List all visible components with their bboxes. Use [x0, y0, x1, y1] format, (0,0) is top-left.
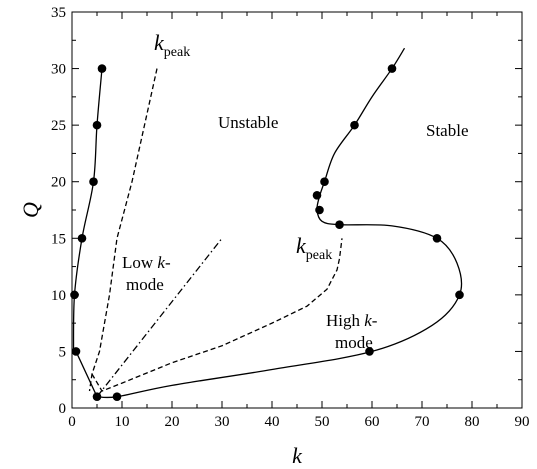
x-tick-label: 70 — [415, 414, 430, 430]
annotation-kpeak-lower: kpeak — [296, 233, 332, 263]
low-mode-word: Low — [122, 253, 157, 272]
y-tick-label: 20 — [51, 175, 66, 191]
y-tick-label: 15 — [51, 231, 66, 247]
low-mode-k: k — [157, 253, 165, 272]
x-tick-label: 40 — [265, 414, 280, 430]
data-point — [71, 347, 81, 356]
kpeak-lower-subscript: peak — [306, 248, 332, 263]
y-tick-label: 0 — [59, 401, 67, 417]
high-mode-k: k — [364, 311, 372, 330]
data-point — [97, 64, 107, 73]
y-tick-label: 5 — [59, 344, 67, 360]
data-point — [70, 290, 79, 300]
data-point — [312, 190, 322, 200]
x-tick-label: 90 — [515, 414, 530, 430]
x-tick-label: 0 — [68, 414, 76, 430]
data-point — [77, 233, 87, 243]
annotation-kpeak-upper: kpeak — [154, 30, 190, 60]
annotation-stable: Stable — [426, 121, 469, 140]
annotation-low-mode-line2: mode — [126, 275, 164, 294]
data-point — [92, 392, 102, 401]
y-tick-label: 10 — [51, 288, 66, 304]
data-point — [365, 347, 374, 356]
x-axis-title: k — [292, 443, 303, 468]
data-point — [89, 177, 98, 187]
axis-ticks: 0 10 20 30 40 50 60 70 80 90 0 5 10 15 20 25 30 35 — [51, 5, 530, 430]
y-axis-title: Q — [18, 202, 43, 218]
data-point — [387, 64, 397, 73]
series-line-3 — [96, 47, 463, 399]
kpeak-lower-symbol: k — [296, 233, 307, 258]
x-tick-label: 20 — [165, 414, 180, 430]
low-mode-dash: - — [165, 253, 171, 272]
annotation-unstable: Unstable — [218, 113, 278, 132]
data-point — [92, 120, 102, 130]
kpeak-upper-symbol: k — [154, 30, 165, 55]
data-point — [320, 177, 329, 187]
series-line-6 — [96, 237, 223, 398]
series-line-4 — [88, 68, 158, 392]
series-layer — [72, 47, 463, 399]
series-line-5 — [91, 238, 343, 392]
x-tick-label: 60 — [365, 414, 380, 430]
y-tick-label: 25 — [51, 118, 66, 134]
annotation-low-mode-line1: Low k- — [122, 253, 171, 272]
kpeak-upper-subscript: peak — [164, 45, 190, 60]
high-mode-dash: - — [372, 311, 378, 330]
data-point — [432, 233, 442, 243]
plot-frame — [71, 11, 523, 409]
y-tick-label: 30 — [51, 62, 66, 78]
data-point — [350, 120, 359, 130]
y-tick-label: 35 — [51, 5, 66, 21]
x-tick-label: 80 — [465, 414, 480, 430]
data-point — [112, 392, 122, 401]
data-point — [335, 220, 344, 230]
x-tick-label: 30 — [215, 414, 230, 430]
marker-layer — [70, 64, 464, 401]
annotation-high-mode-line2: mode — [335, 333, 373, 352]
series-line-2 — [75, 351, 98, 397]
data-point — [315, 205, 324, 215]
high-mode-word: High — [326, 311, 364, 330]
annotation-high-mode-line1: High k- — [326, 311, 378, 330]
x-tick-label: 50 — [315, 414, 330, 430]
series-line-1 — [72, 68, 103, 352]
x-tick-label: 10 — [115, 414, 130, 430]
data-point — [455, 290, 464, 300]
